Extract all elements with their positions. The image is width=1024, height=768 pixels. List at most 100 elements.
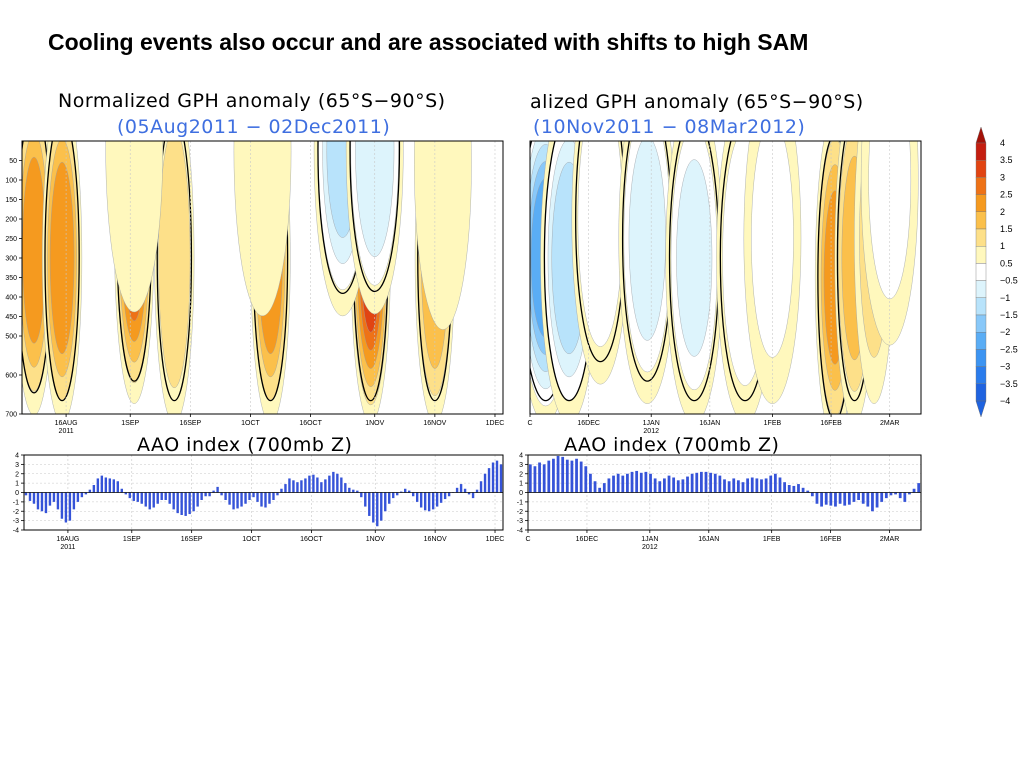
aao-bar — [542, 464, 546, 493]
aao-bar — [815, 492, 819, 504]
y-tick-label: -2 — [13, 509, 19, 516]
y-tick-label: 300 — [5, 256, 17, 263]
aao-bar — [336, 473, 339, 493]
aao-bar — [380, 492, 383, 521]
left-heatmap-title: Normalized GPH anomaly (65°S−90°S) — [58, 90, 446, 112]
aao-bar — [570, 460, 574, 493]
x-tick-label: 1OCT — [242, 536, 261, 543]
aao-bar — [552, 458, 555, 493]
aao-bar — [709, 472, 713, 493]
aao-bar — [136, 492, 139, 502]
heatmap-frame — [529, 140, 922, 415]
aao-bar — [360, 492, 363, 498]
left-heatmap-subtitle: (05Aug2011 − 02Dec2011) — [117, 116, 391, 138]
aao-bar — [80, 492, 84, 498]
x-tick-label: 16OCT — [299, 420, 322, 427]
aao-bar — [447, 492, 451, 497]
aao-bar — [248, 492, 251, 500]
aao-bar — [741, 482, 745, 493]
aao-bar — [328, 475, 331, 493]
colorbar-swatch — [975, 245, 987, 264]
colorbar-swatch — [975, 228, 987, 247]
aao-bar — [404, 488, 407, 493]
y-tick-label: 250 — [5, 236, 17, 243]
aao-bar — [704, 471, 708, 493]
y-tick-label: 150 — [5, 197, 17, 204]
y-tick-label: 3 — [519, 462, 523, 469]
aao-bar — [407, 490, 411, 493]
x-tick-label: 1NOV — [365, 420, 384, 427]
colorbar-label: −3.5 — [1000, 379, 1018, 389]
aao-bar — [787, 485, 791, 493]
aao-bar — [44, 492, 48, 514]
y-tick-label: 450 — [5, 314, 17, 321]
aao-bar — [236, 492, 239, 509]
x-tick-label: 1FEB — [763, 536, 781, 543]
aao-bar — [276, 492, 279, 496]
aao-bar — [415, 492, 419, 502]
aao-bar — [184, 492, 187, 516]
right-heatmap-title: alized GPH anomaly (65°S−90°S) — [530, 91, 864, 113]
aao-bar — [653, 478, 657, 493]
aao-bar — [200, 492, 203, 500]
colorbar-swatch — [975, 177, 987, 195]
x-tick-label: 16SEP — [181, 536, 203, 543]
aao-bar — [368, 492, 371, 516]
colorbar-swatch — [975, 280, 987, 299]
aao-bar — [48, 492, 52, 506]
slide-title: Cooling events also occur and are associ… — [48, 29, 809, 55]
aao-bar — [156, 492, 159, 504]
aao-bar — [148, 492, 151, 510]
x-tick-label: 16JAN — [698, 536, 719, 543]
aao-bar — [208, 492, 211, 497]
x-tick-label: 1JAN — [641, 536, 658, 543]
aao-bar — [272, 492, 275, 500]
aao-bar — [847, 492, 851, 505]
aao-bar — [32, 492, 36, 504]
aao-bar — [903, 492, 907, 502]
aao-bar — [268, 492, 271, 504]
aao-bar — [732, 478, 736, 493]
x-tick-label: 1FEB — [764, 420, 782, 427]
aao-bar — [252, 492, 255, 498]
aao-bar — [471, 492, 475, 499]
aao-bar — [894, 492, 897, 495]
y-tick-label: 2 — [519, 471, 523, 478]
aao-bar — [256, 492, 259, 502]
aao-bar — [124, 492, 127, 495]
x-tick-label: 16NOV — [423, 420, 446, 427]
aao-bar — [616, 473, 620, 493]
aao-bar — [736, 480, 740, 493]
aao-bar — [824, 492, 828, 505]
aao-bar — [344, 483, 347, 493]
colorbar-swatch — [975, 159, 987, 178]
aao-bar — [612, 475, 615, 493]
colorbar-label: −4 — [1000, 396, 1010, 406]
colorbar-label: −3 — [1000, 362, 1010, 372]
x-tick-label: 1SEP — [123, 536, 141, 543]
aao-bar — [220, 492, 223, 496]
aao-bar — [264, 492, 267, 508]
aao-bar — [806, 490, 810, 493]
x-tick-label: 1NOV — [366, 536, 385, 543]
aao-bar — [419, 492, 423, 508]
aao-bar — [56, 492, 60, 510]
aao-bar — [499, 464, 503, 493]
aao-bar — [100, 475, 104, 493]
aao-bar — [556, 455, 560, 493]
aao-bar — [797, 484, 800, 493]
y-tick-label: -4 — [517, 528, 523, 535]
aao-bar — [24, 492, 28, 496]
y-tick-label: 0 — [519, 490, 523, 497]
aao-bar — [810, 492, 814, 497]
colorbar-label: −1.5 — [1000, 310, 1018, 320]
bar-frame — [527, 454, 922, 531]
aao-bar — [602, 483, 606, 493]
colorbar-swatch — [975, 314, 987, 333]
aao-bar — [284, 484, 287, 493]
aao-bar — [423, 492, 427, 511]
y-tick-label: 700 — [5, 412, 17, 419]
aao-bar — [296, 482, 299, 493]
aao-bar — [240, 492, 243, 507]
